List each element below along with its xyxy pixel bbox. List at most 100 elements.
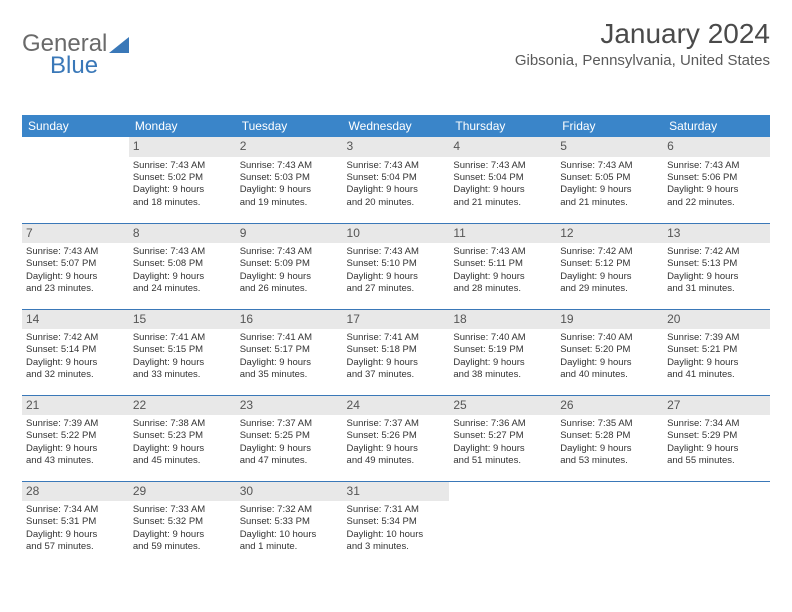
cell-sunset: Sunset: 5:04 PM — [347, 172, 446, 184]
cell-sunset: Sunset: 5:19 PM — [453, 344, 552, 356]
weekday-header: Thursday — [449, 115, 556, 137]
calendar-day-cell: 25Sunrise: 7:36 AMSunset: 5:27 PMDayligh… — [449, 395, 556, 481]
cell-daylight2: and 37 minutes. — [347, 369, 446, 381]
cell-sunset: Sunset: 5:15 PM — [133, 344, 232, 356]
title-block: January 2024 Gibsonia, Pennsylvania, Uni… — [515, 18, 770, 69]
cell-daylight1: Daylight: 9 hours — [26, 271, 125, 283]
cell-sunrise: Sunrise: 7:43 AM — [240, 160, 339, 172]
logo-icon — [109, 37, 129, 58]
cell-sunset: Sunset: 5:05 PM — [560, 172, 659, 184]
cell-daylight1: Daylight: 9 hours — [347, 184, 446, 196]
calendar-day-cell: 2 Sunrise: 7:43 AMSunset: 5:03 PMDaylight… — [236, 137, 343, 223]
cell-daylight1: Daylight: 9 hours — [560, 357, 659, 369]
cell-sunrise: Sunrise: 7:34 AM — [667, 418, 766, 430]
cell-daylight2: and 57 minutes. — [26, 541, 125, 553]
day-number: 30 — [236, 482, 343, 502]
cell-sunset: Sunset: 5:14 PM — [26, 344, 125, 356]
cell-sunrise: Sunrise: 7:35 AM — [560, 418, 659, 430]
cell-sunrise: Sunrise: 7:39 AM — [26, 418, 125, 430]
calendar-day-cell: 27Sunrise: 7:34 AMSunset: 5:29 PMDayligh… — [663, 395, 770, 481]
cell-sunset: Sunset: 5:21 PM — [667, 344, 766, 356]
cell-sunrise: Sunrise: 7:43 AM — [240, 246, 339, 258]
day-number: 2 — [236, 137, 343, 157]
calendar-day-cell: 21 Sunrise: 7:39 AMSunset: 5:22 PMDayligh… — [22, 395, 129, 481]
day-number: 18 — [449, 310, 556, 330]
cell-daylight2: and 47 minutes. — [240, 455, 339, 467]
cell-daylight2: and 18 minutes. — [133, 197, 232, 209]
page-header: General January 2024 Gibsonia, Pennsylva… — [22, 18, 770, 69]
calendar-day-cell: 18Sunrise: 7:40 AMSunset: 5:19 PMDayligh… — [449, 309, 556, 395]
weekday-header: Wednesday — [343, 115, 450, 137]
weekday-header: Friday — [556, 115, 663, 137]
calendar-day-cell: 7Sunrise: 7:43 AMSunset: 5:07 PMDaylight… — [22, 223, 129, 309]
cell-sunrise: Sunrise: 7:42 AM — [560, 246, 659, 258]
cell-sunrise: Sunrise: 7:43 AM — [667, 160, 766, 172]
calendar-table: SundayMondayTuesdayWednesdayThursdayFrid… — [22, 115, 770, 567]
cell-sunset: Sunset: 5:08 PM — [133, 258, 232, 270]
cell-daylight1: Daylight: 9 hours — [240, 184, 339, 196]
cell-sunset: Sunset: 5:11 PM — [453, 258, 552, 270]
cell-daylight1: Daylight: 9 hours — [240, 443, 339, 455]
cell-sunrise: Sunrise: 7:39 AM — [667, 332, 766, 344]
cell-daylight1: Daylight: 9 hours — [453, 184, 552, 196]
cell-daylight2: and 20 minutes. — [347, 197, 446, 209]
calendar-day-cell — [556, 481, 663, 567]
cell-sunset: Sunset: 5:07 PM — [26, 258, 125, 270]
calendar-week-row: 14Sunrise: 7:42 AMSunset: 5:14 PMDayligh… — [22, 309, 770, 395]
day-number: 21 — [22, 396, 129, 416]
cell-daylight1: Daylight: 9 hours — [667, 271, 766, 283]
cell-daylight2: and 45 minutes. — [133, 455, 232, 467]
calendar-day-cell: 1Sunrise: 7:43 AMSunset: 5:02 PMDaylight… — [129, 137, 236, 223]
cell-daylight1: Daylight: 9 hours — [26, 357, 125, 369]
cell-sunrise: Sunrise: 7:37 AM — [240, 418, 339, 430]
cell-daylight2: and 32 minutes. — [26, 369, 125, 381]
cell-sunrise: Sunrise: 7:32 AM — [240, 504, 339, 516]
cell-sunrise: Sunrise: 7:37 AM — [347, 418, 446, 430]
cell-daylight1: Daylight: 9 hours — [26, 443, 125, 455]
cell-sunset: Sunset: 5:28 PM — [560, 430, 659, 442]
day-number: 1 — [129, 137, 236, 157]
cell-daylight1: Daylight: 9 hours — [133, 529, 232, 541]
cell-daylight1: Daylight: 9 hours — [240, 357, 339, 369]
cell-daylight1: Daylight: 9 hours — [133, 443, 232, 455]
calendar-day-cell: 10Sunrise: 7:43 AMSunset: 5:10 PMDayligh… — [343, 223, 450, 309]
calendar-week-row: 7Sunrise: 7:43 AMSunset: 5:07 PMDaylight… — [22, 223, 770, 309]
cell-sunset: Sunset: 5:10 PM — [347, 258, 446, 270]
calendar-day-cell: 22Sunrise: 7:38 AMSunset: 5:23 PMDayligh… — [129, 395, 236, 481]
day-number: 19 — [556, 310, 663, 330]
cell-daylight2: and 21 minutes. — [560, 197, 659, 209]
cell-daylight2: and 41 minutes. — [667, 369, 766, 381]
cell-sunrise: Sunrise: 7:43 AM — [453, 160, 552, 172]
day-number: 27 — [663, 396, 770, 416]
weekday-header-row: SundayMondayTuesdayWednesdayThursdayFrid… — [22, 115, 770, 137]
cell-sunrise: Sunrise: 7:43 AM — [26, 246, 125, 258]
location-text: Gibsonia, Pennsylvania, United States — [515, 52, 770, 69]
cell-sunset: Sunset: 5:22 PM — [26, 430, 125, 442]
calendar-day-cell: 12Sunrise: 7:42 AMSunset: 5:12 PMDayligh… — [556, 223, 663, 309]
calendar-day-cell: 30Sunrise: 7:32 AMSunset: 5:33 PMDayligh… — [236, 481, 343, 567]
cell-sunset: Sunset: 5:03 PM — [240, 172, 339, 184]
cell-daylight1: Daylight: 9 hours — [453, 357, 552, 369]
cell-sunset: Sunset: 5:23 PM — [133, 430, 232, 442]
cell-sunset: Sunset: 5:18 PM — [347, 344, 446, 356]
cell-sunrise: Sunrise: 7:43 AM — [133, 160, 232, 172]
calendar-day-cell: 15Sunrise: 7:41 AMSunset: 5:15 PMDayligh… — [129, 309, 236, 395]
weekday-header: Monday — [129, 115, 236, 137]
cell-sunrise: Sunrise: 7:42 AM — [26, 332, 125, 344]
cell-daylight1: Daylight: 9 hours — [133, 271, 232, 283]
cell-daylight2: and 27 minutes. — [347, 283, 446, 295]
calendar-day-cell: 11Sunrise: 7:43 AMSunset: 5:11 PMDayligh… — [449, 223, 556, 309]
calendar-week-row: 28Sunrise: 7:34 AMSunset: 5:31 PMDayligh… — [22, 481, 770, 567]
calendar-day-cell: 31Sunrise: 7:31 AMSunset: 5:34 PMDayligh… — [343, 481, 450, 567]
day-number: 10 — [343, 224, 450, 244]
cell-sunrise: Sunrise: 7:34 AM — [26, 504, 125, 516]
cell-daylight1: Daylight: 9 hours — [347, 271, 446, 283]
calendar-week-row: 1Sunrise: 7:43 AMSunset: 5:02 PMDaylight… — [22, 137, 770, 223]
calendar-day-cell: 26Sunrise: 7:35 AMSunset: 5:28 PMDayligh… — [556, 395, 663, 481]
cell-daylight2: and 55 minutes. — [667, 455, 766, 467]
calendar-day-cell: 19Sunrise: 7:40 AMSunset: 5:20 PMDayligh… — [556, 309, 663, 395]
calendar-day-cell — [663, 481, 770, 567]
cell-sunset: Sunset: 5:20 PM — [560, 344, 659, 356]
cell-daylight2: and 31 minutes. — [667, 283, 766, 295]
day-number: 25 — [449, 396, 556, 416]
